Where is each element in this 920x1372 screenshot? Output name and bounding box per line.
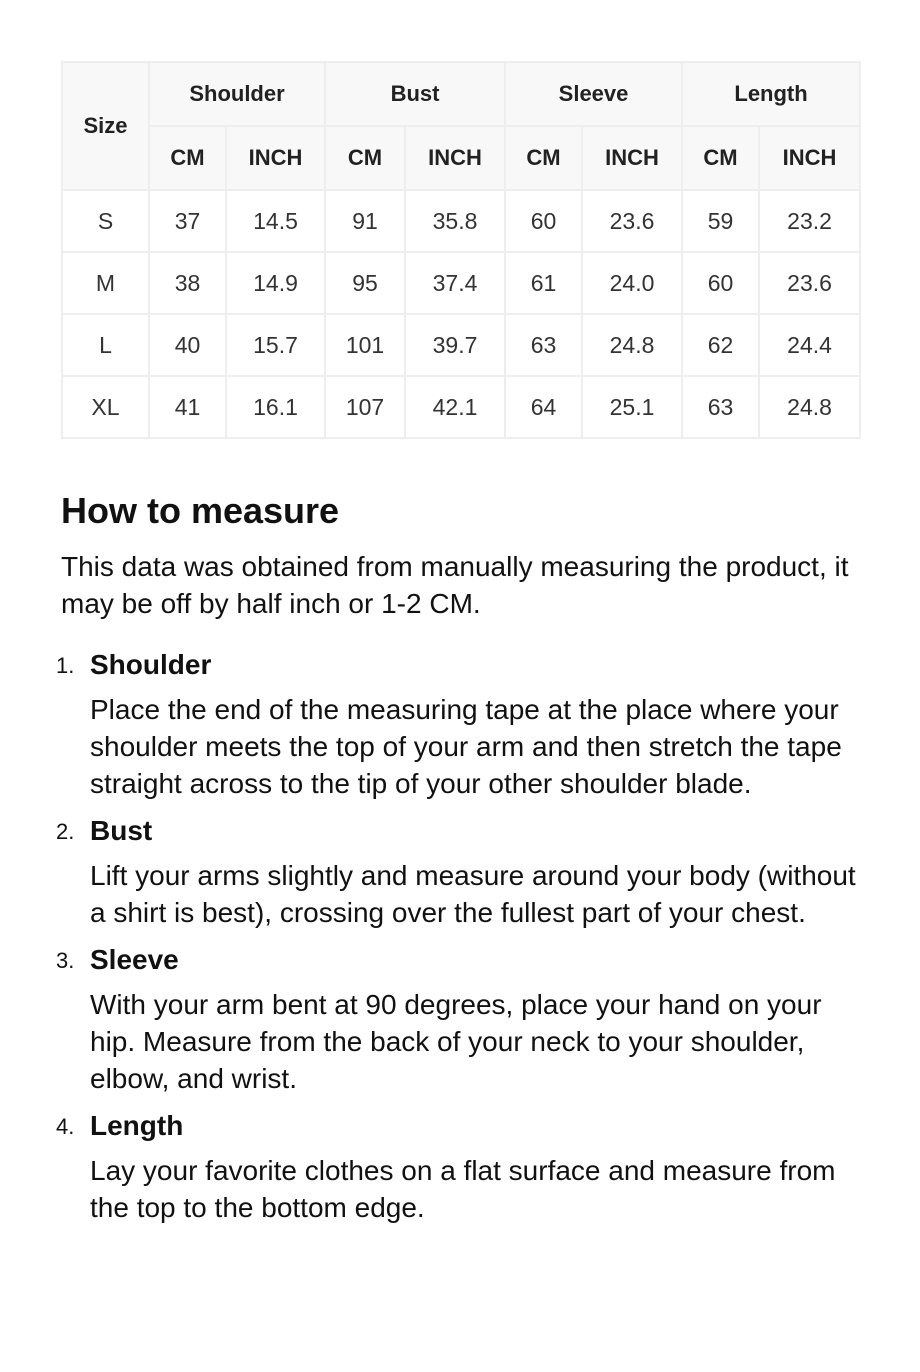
step-title: Sleeve [90,944,179,975]
steps-list: 1. Shoulder Place the end of the measuri… [0,645,900,1235]
value-cell: 23.6 [581,189,684,253]
value-cell: 37 [148,189,227,253]
size-cell: L [61,313,150,377]
unit-header: INCH [225,125,326,191]
size-cell: M [61,251,150,315]
size-cell: S [61,189,150,253]
unit-header: CM [504,125,584,191]
value-cell: 62 [681,313,761,377]
step-item: 1. Shoulder Place the end of the measuri… [0,645,900,802]
value-cell: 15.7 [225,313,326,377]
step-number: 4. [56,1114,75,1139]
intro-text: This data was obtained from manually mea… [61,551,849,619]
value-cell: 60 [681,251,761,315]
step-description: Lift your arms slightly and measure arou… [90,860,856,928]
unit-header: INCH [403,125,507,191]
step-item: 4. Length Lay your favorite clothes on a… [0,1106,900,1226]
value-cell: 91 [324,189,406,253]
value-cell: 35.8 [403,189,507,253]
size-table: Size Shoulder Bust Sleeve Length CM INCH C… [61,61,862,439]
value-cell: 24.8 [758,375,862,439]
value-cell: 95 [324,251,406,315]
value-cell: 24.4 [758,313,862,377]
unit-header: CM [681,125,761,191]
value-cell: 14.5 [225,189,326,253]
step-description: Place the end of the measuring tape at t… [90,694,842,799]
step-item: 3. Sleeve With your arm bent at 90 degre… [0,940,900,1097]
size-header: Size [61,61,150,191]
value-cell: 14.9 [225,251,326,315]
step-number: 3. [56,948,75,973]
value-cell: 41 [148,375,227,439]
step-title: Bust [90,815,153,846]
table-row: M 38 14.9 95 37.4 61 24.0 60 23.6 [61,251,862,315]
value-cell: 37.4 [403,251,507,315]
value-cell: 101 [324,313,406,377]
group-header: Length [681,61,862,127]
group-header: Bust [323,61,507,127]
value-cell: 40 [148,313,227,377]
unit-header: CM [148,125,227,191]
value-cell: 38 [148,251,227,315]
value-cell: 42.1 [403,375,507,439]
unit-header: INCH [581,125,684,191]
step-description: Lay your favorite clothes on a flat surf… [90,1155,836,1223]
step-description: With your arm bent at 90 degrees, place … [90,989,822,1094]
step-number: 1. [56,653,75,678]
size-cell: XL [61,375,150,439]
value-cell: 60 [504,189,584,253]
value-cell: 59 [681,189,761,253]
value-cell: 61 [504,251,584,315]
value-cell: 24.8 [581,313,684,377]
unit-header: CM [324,125,406,191]
value-cell: 63 [504,313,584,377]
value-cell: 39.7 [403,313,507,377]
value-cell: 16.1 [225,375,326,439]
step-item: 2. Bust Lift your arms slightly and meas… [0,811,900,931]
table-row: S 37 14.5 91 35.8 60 23.6 59 23.2 [61,189,862,253]
step-title: Shoulder [90,649,212,680]
section-title: How to measure [61,490,340,531]
value-cell: 24.0 [581,251,684,315]
value-cell: 63 [681,375,761,439]
table-row: L 40 15.7 101 39.7 63 24.8 62 24.4 [61,313,862,377]
group-header: Shoulder [148,61,326,127]
size-chart: Size Shoulder Bust Sleeve Length CM INCH C… [61,61,862,439]
step-number: 2. [56,819,75,844]
group-header: Sleeve [504,61,684,127]
value-cell: 23.2 [758,189,862,253]
value-cell: 23.6 [758,251,862,315]
unit-header: INCH [758,125,862,191]
step-title: Length [90,1110,184,1141]
value-cell: 107 [324,375,406,439]
table-row: XL 41 16.1 107 42.1 64 25.1 63 24.8 [61,375,862,439]
value-cell: 25.1 [581,375,684,439]
value-cell: 64 [504,375,584,439]
